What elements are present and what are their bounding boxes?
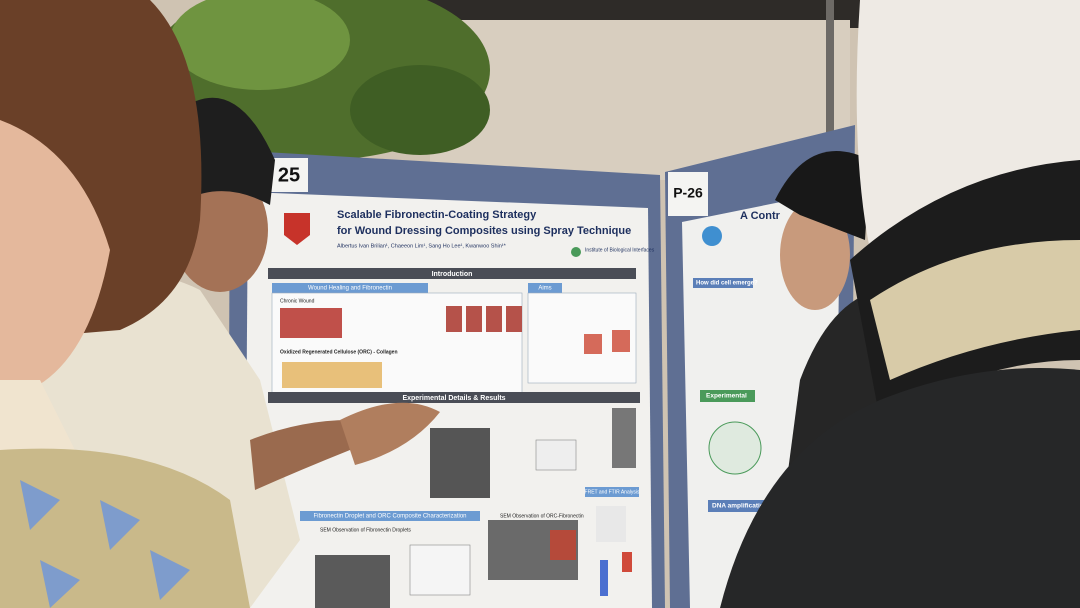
box-label: Oxidized Regenerated Cellulose (ORC) - C… <box>280 349 398 355</box>
figure <box>466 306 482 332</box>
figure <box>282 362 382 388</box>
box-header <box>708 500 770 512</box>
figure <box>315 555 390 608</box>
poster-authors: Albertus Ivan Brilian¹, Chaeeon Lim¹, Sa… <box>337 243 507 249</box>
box-label: Chronic Wound <box>280 298 315 304</box>
foliage <box>170 0 350 90</box>
box-header <box>700 390 755 402</box>
figure <box>486 306 502 332</box>
number-card <box>270 158 308 192</box>
box-header <box>528 283 562 293</box>
person-woman <box>0 0 250 608</box>
wound-figures <box>446 306 522 332</box>
logo <box>284 213 310 245</box>
face <box>0 120 110 390</box>
figure <box>600 560 608 596</box>
section-bar <box>268 392 640 403</box>
section-title: Introduction <box>432 271 473 278</box>
box-title: Wound Healing and Fibronectin <box>308 286 392 292</box>
section-title: Experimental Details & Results <box>402 395 505 402</box>
figure <box>535 439 577 471</box>
logo <box>702 226 722 246</box>
figure <box>584 334 602 354</box>
jacket <box>720 368 1080 608</box>
box-title: Aims <box>538 286 551 292</box>
box-title: Fibronectin Droplet and ORC Composite Ch… <box>313 514 466 520</box>
box-header <box>693 278 753 288</box>
section-bar <box>268 268 636 279</box>
institute-logo <box>571 247 581 257</box>
box-title: DNA amplification <box>712 503 768 510</box>
arm <box>250 420 350 490</box>
scarf-knit <box>870 240 1080 380</box>
box-header <box>272 283 428 293</box>
figure <box>622 552 632 572</box>
figure <box>409 544 471 596</box>
box-header <box>300 511 480 521</box>
box-header <box>585 487 639 497</box>
box-title: How did cell emerge? <box>696 281 758 287</box>
figure <box>280 308 342 338</box>
figure <box>612 408 636 468</box>
box-title: FRET and FTIR Analysis <box>585 489 640 495</box>
institute: Institute of Biological Interfaces <box>585 247 655 253</box>
figure <box>596 506 626 542</box>
figure <box>612 330 630 352</box>
figure <box>550 530 576 560</box>
hand <box>340 402 440 465</box>
foliage <box>350 65 490 155</box>
hair <box>775 151 870 240</box>
figure <box>506 306 522 332</box>
box-label: SEM Observation of ORC-Fibronectin <box>500 513 584 519</box>
figure <box>708 421 762 475</box>
beanie <box>180 97 275 205</box>
board-number: P-26 <box>673 185 703 201</box>
figure <box>446 306 462 332</box>
number-card <box>668 172 708 216</box>
person-hijab <box>720 0 1080 608</box>
board-number: 25 <box>278 164 300 186</box>
box-label: SEM Observation of Fibronectin Droplets <box>320 527 411 533</box>
box-title: Experimental <box>706 393 747 400</box>
collar <box>0 380 80 470</box>
pole <box>826 0 834 140</box>
figure <box>430 428 490 498</box>
poster-title: A Contr <box>740 210 781 222</box>
poster-title: Scalable Fibronectin-Coating Strategy <box>337 209 537 221</box>
pattern <box>20 480 190 608</box>
poster-title: for Wound Dressing Composites using Spra… <box>337 225 631 237</box>
